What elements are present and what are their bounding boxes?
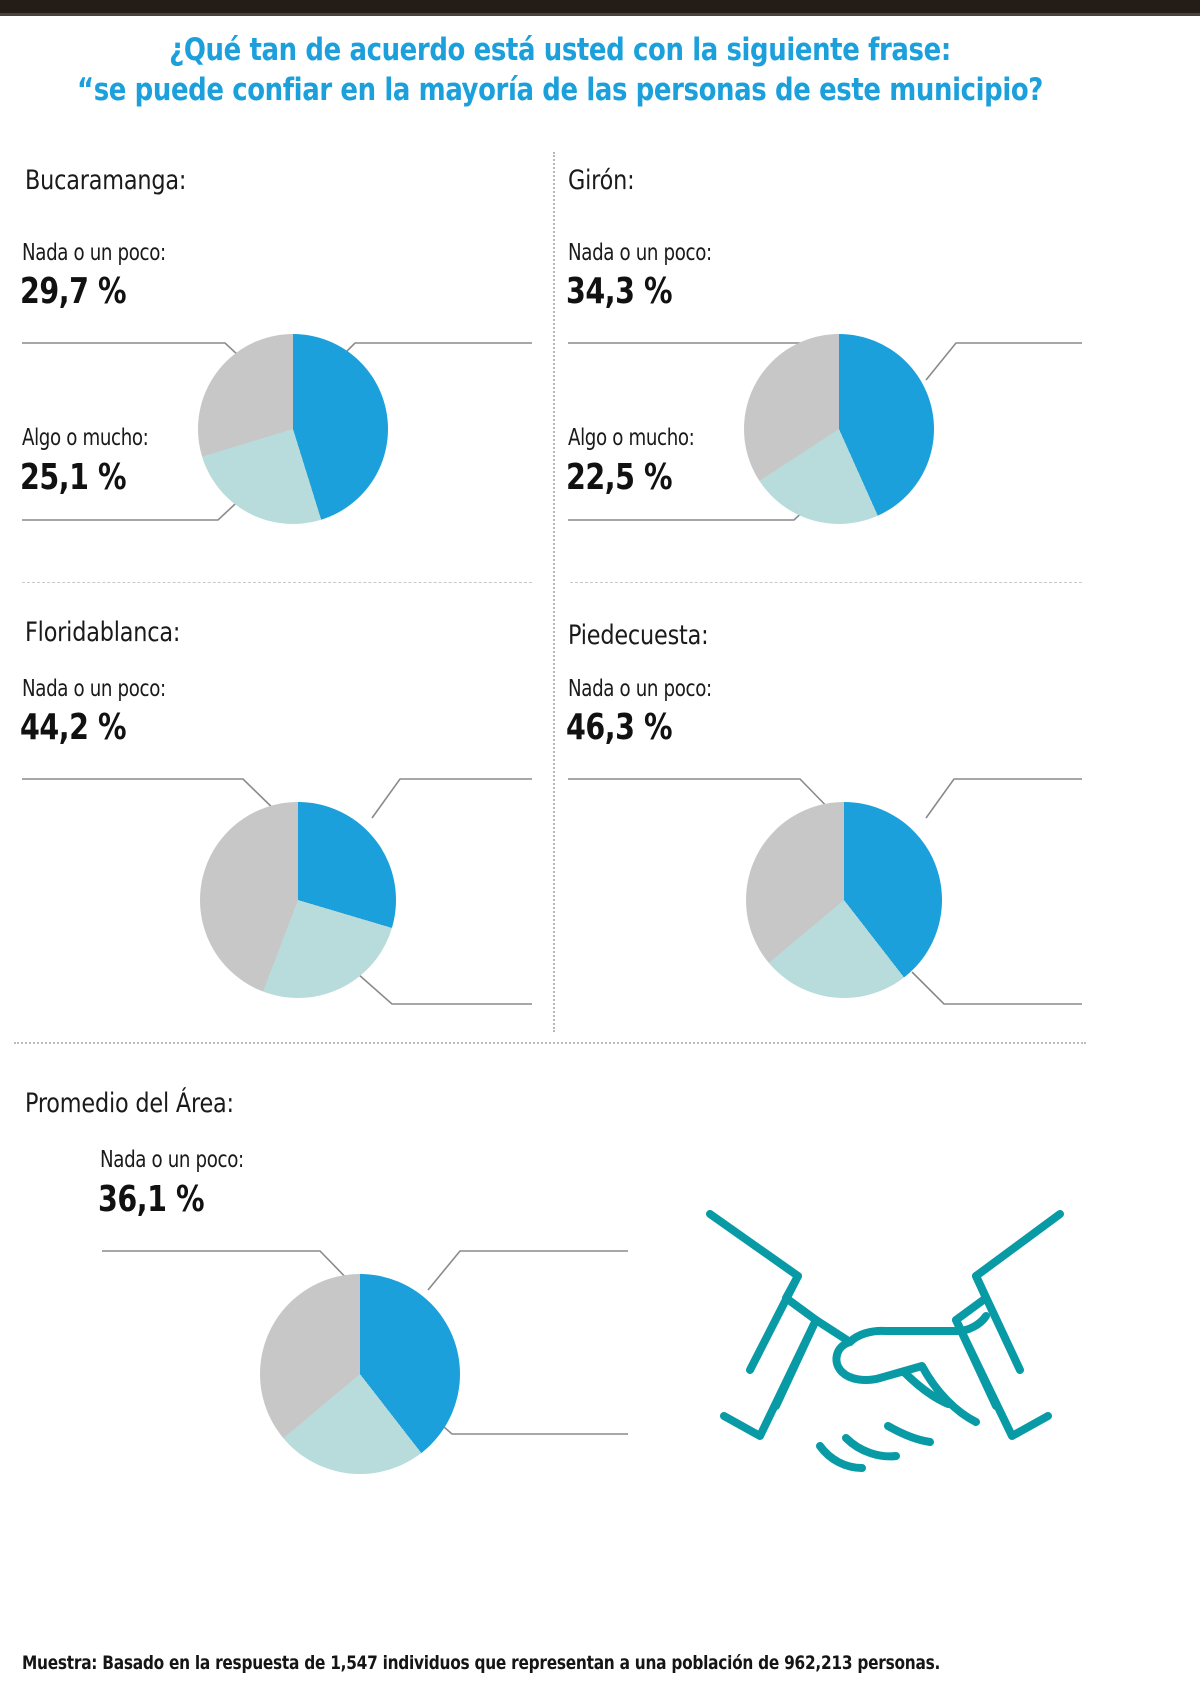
value-nada-piedecuesta: 46,3 % bbox=[566, 707, 673, 748]
vertical-divider bbox=[553, 152, 555, 1032]
pie-slices-floridablanca bbox=[200, 802, 396, 998]
pie-chart-floridablanca bbox=[200, 802, 396, 998]
pie-slices-giron bbox=[744, 334, 934, 524]
top-bar bbox=[0, 0, 1200, 16]
pie-chart-promedio bbox=[260, 1274, 460, 1474]
city-title-piedecuesta: Piedecuesta: bbox=[568, 620, 709, 651]
value-algo-giron: 22,5 % bbox=[566, 457, 673, 498]
value-nada-floridablanca: 44,2 % bbox=[20, 707, 127, 748]
label-algo-giron: Algo o mucho: bbox=[568, 425, 695, 451]
city-title-promedio: Promedio del Área: bbox=[25, 1088, 234, 1119]
handshake-icon bbox=[690, 1190, 1080, 1485]
value-algo-bucaramanga: 25,1 % bbox=[20, 457, 127, 498]
page-title: ¿Qué tan de acuerdo está usted con la si… bbox=[39, 30, 1081, 110]
pie-slices-bucaramanga bbox=[198, 334, 388, 524]
pie-slices-piedecuesta bbox=[746, 802, 942, 998]
value-nada-bucaramanga: 29,7 % bbox=[20, 271, 127, 312]
city-title-giron: Girón: bbox=[568, 165, 635, 196]
label-algo-bucaramanga: Algo o mucho: bbox=[22, 425, 149, 451]
footer-note: Muestra: Basado en la respuesta de 1,547… bbox=[22, 1652, 941, 1674]
city-title-floridablanca: Floridablanca: bbox=[25, 617, 181, 648]
pie-chart-piedecuesta bbox=[746, 802, 942, 998]
label-nada-promedio: Nada o un poco: bbox=[100, 1147, 244, 1173]
value-nada-giron: 34,3 % bbox=[566, 271, 673, 312]
city-title-bucaramanga: Bucaramanga: bbox=[25, 165, 187, 196]
pie-chart-bucaramanga bbox=[198, 334, 388, 524]
divider-left-row bbox=[22, 582, 532, 583]
divider-right-row bbox=[570, 582, 1082, 583]
title-line-2: “se puede confiar en la mayoría de las p… bbox=[77, 72, 1043, 108]
pie-chart-giron bbox=[744, 334, 934, 524]
pie-slices-promedio bbox=[260, 1274, 460, 1474]
label-nada-giron: Nada o un poco: bbox=[568, 240, 712, 266]
label-nada-piedecuesta: Nada o un poco: bbox=[568, 676, 712, 702]
handshake-illustration bbox=[706, 1210, 1064, 1472]
value-nada-promedio: 36,1 % bbox=[98, 1179, 205, 1220]
divider-promedio bbox=[14, 1042, 1086, 1044]
top-bar-highlight bbox=[0, 13, 1200, 16]
label-nada-bucaramanga: Nada o un poco: bbox=[22, 240, 166, 266]
title-line-1: ¿Qué tan de acuerdo está usted con la si… bbox=[169, 32, 951, 68]
label-nada-floridablanca: Nada o un poco: bbox=[22, 676, 166, 702]
